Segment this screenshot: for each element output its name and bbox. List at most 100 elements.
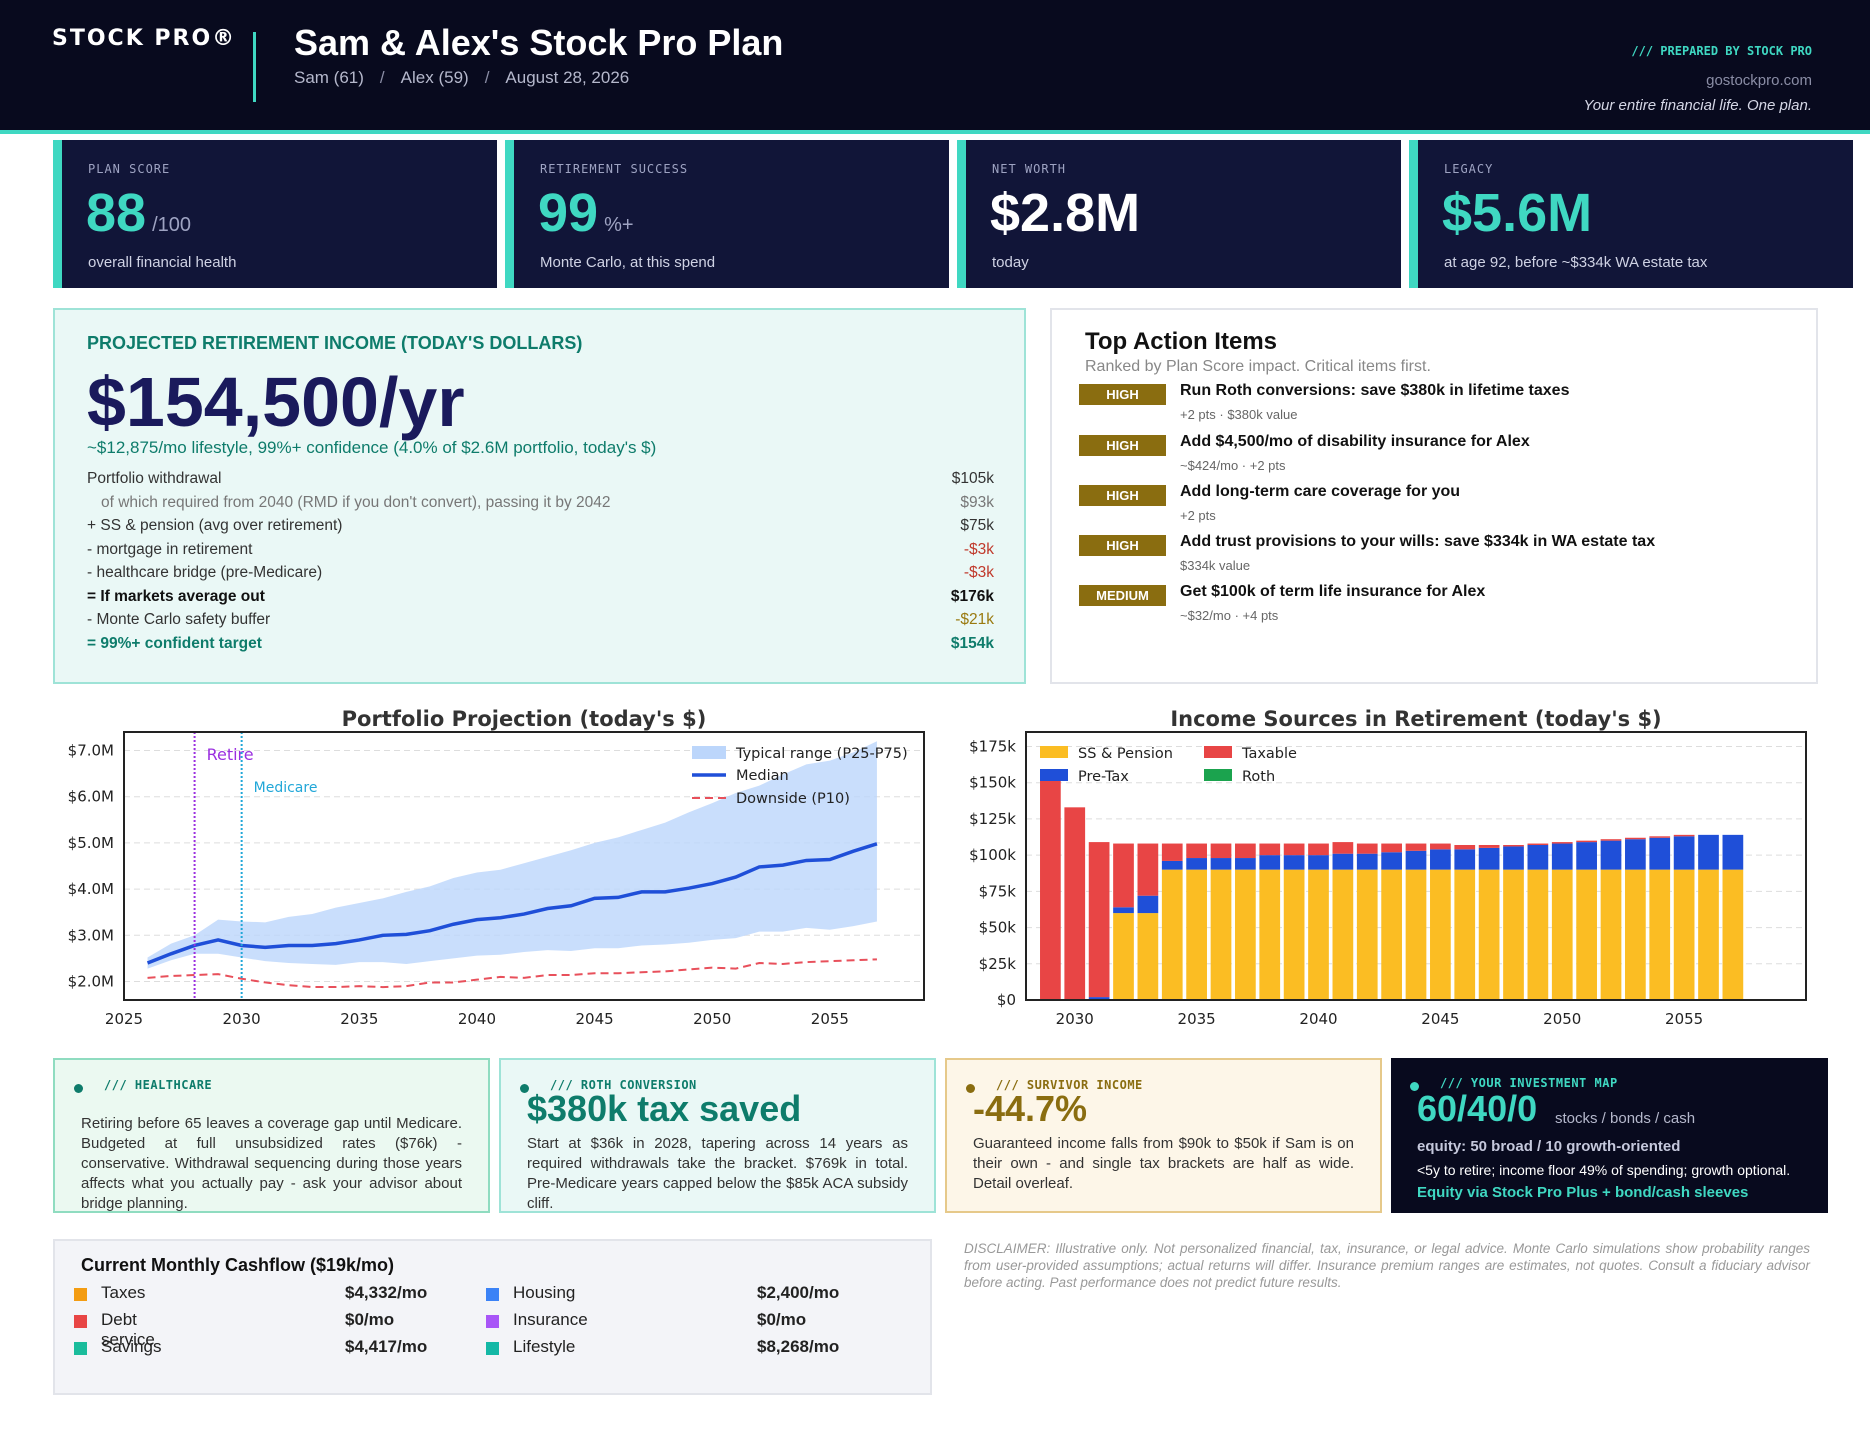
row-value: -$3k [963,540,994,558]
color-swatch [486,1315,499,1328]
kpi-label: PLAN SCORE [88,162,171,176]
website-link[interactable]: gostockpro.com [1706,72,1812,89]
item-name: Housing [513,1283,576,1302]
income-headline: $154,500/yr [87,363,465,441]
bar-segment [1649,836,1671,838]
plan-title: Sam & Alex's Stock Pro Plan [294,22,784,63]
bar-segment [1503,846,1524,870]
kpi-value: $2.8M [990,182,1140,244]
color-swatch [74,1315,87,1328]
bar-segment [1576,840,1597,843]
plan-date: August 28, 2026 [505,68,630,87]
bar-segment [1137,913,1159,1000]
bar-segment [1235,858,1256,870]
action-item[interactable]: HIGH Add trust provisions to your wills:… [1079,533,1799,581]
bar-segment [1649,869,1671,1000]
bar-segment [1551,842,1573,844]
x-tick-label: 2030 [223,1010,261,1028]
priority-badge: MEDIUM [1079,585,1166,606]
bar-segment [1478,847,1500,870]
survivor-income-tile: /// SURVIVOR INCOME -44.7% Guaranteed in… [945,1058,1382,1213]
item-name: Taxes [101,1283,146,1302]
item-value: $8,268/mo [757,1337,840,1356]
bar-segment [1405,843,1427,851]
actions-title: Top Action Items [1085,328,1277,355]
bar-segment [1576,842,1597,870]
legend-swatch [1040,769,1068,781]
x-tick-label: 2035 [340,1010,378,1028]
bar-segment [1600,840,1622,870]
bar-segment [1673,834,1695,837]
row-label: = 99%+ confident target [87,634,262,652]
bar-segment [1283,843,1305,856]
action-item[interactable]: HIGH Add long-term care coverage for you… [1079,483,1799,531]
x-tick-label: 2040 [458,1010,496,1028]
kpi-unit: %+ [604,214,634,236]
monthly-cashflow-panel: Current Monthly Cashflow ($19k/mo) Taxes… [53,1239,932,1395]
bar-segment [1503,869,1524,1000]
bar-segment [1113,913,1134,1000]
header-divider [253,32,256,102]
priority-badge: HIGH [1079,535,1166,556]
kpi-number: 99 [538,183,599,243]
bar-segment [1430,869,1451,1000]
bar-segment [1186,843,1207,859]
y-tick-label: $175k [969,737,1016,755]
bar-segment [1405,850,1427,870]
color-swatch [74,1288,87,1301]
bar-segment [1454,849,1476,870]
person-1: Sam (61) [294,68,364,87]
x-tick-label: 2055 [1665,1010,1703,1028]
action-item[interactable]: MEDIUM Get $100k of term life insurance … [1079,583,1799,631]
bar-segment [1161,860,1183,870]
row-value: -$3k [963,564,994,581]
row-value: $154k [950,634,994,652]
y-tick-label: $6.0M [68,788,114,806]
tile-headline: -44.7% [973,1088,1088,1129]
tile-body: Retiring before 65 leaves a coverage gap… [81,1115,462,1212]
tile-body: Guaranteed income falls from $90k to $50… [973,1135,1354,1192]
item-value: $4,417/mo [345,1337,428,1356]
bar-segment [1332,853,1354,870]
allocation-rationale: <5y to retire; income floor 49% of spend… [1417,1162,1791,1178]
y-tick-label: $100k [969,846,1016,864]
action-detail: +2 pts · $380k value [1180,407,1298,422]
report-header: STOCK PRO® Sam & Alex's Stock Pro Plan S… [0,0,1870,134]
bar-segment [1088,842,1110,998]
kpi-number: $5.6M [1442,183,1593,243]
kpi-description: today [992,254,1029,271]
tile-label: /// ROTH CONVERSION [550,1078,697,1092]
portfolio-projection-chart: Portfolio Projection (today's $) $2.0M $3.… [68,707,925,1028]
bar-segment [1137,843,1159,896]
legend-label: Roth [1242,769,1275,785]
bar-segment [1308,843,1329,856]
y-tick-label: $0 [997,991,1016,1009]
bullet-icon [74,1084,83,1093]
bar-segment [1137,895,1159,914]
bar-segment [1210,843,1232,859]
subtitle-separator: / [379,68,385,87]
bar-segment [1551,869,1573,1000]
action-title: Run Roth conversions: save $380k in life… [1180,382,1570,399]
legend-label: Typical range (P25-P75) [735,746,908,762]
item-value: $4,332/mo [345,1283,428,1302]
row-value: -$21k [955,611,994,628]
legend-label: SS & Pension [1078,746,1173,762]
investment-map-tile: /// YOUR INVESTMENT MAP 60/40/0 stocks /… [1391,1058,1828,1213]
row-label: - healthcare bridge (pre-Medicare) [87,564,323,581]
bar-segment [1454,869,1476,1000]
action-item[interactable]: HIGH Run Roth conversions: save $380k in… [1079,382,1799,430]
legend-label: Taxable [1241,746,1297,762]
bar-segment [1332,869,1354,1000]
bar-segment [1722,869,1744,1000]
legend-swatch [1204,769,1232,781]
bar-segment [1259,843,1281,856]
action-item[interactable]: HIGH Add $4,500/mo of disability insuran… [1079,433,1799,481]
action-title: Add $4,500/mo of disability insurance fo… [1180,433,1530,450]
cashflow-title: Current Monthly Cashflow ($19k/mo) [81,1255,395,1275]
x-tick-label: 2035 [1178,1010,1216,1028]
legend-swatch [1204,746,1232,758]
action-title: Add trust provisions to your wills: save… [1180,533,1656,550]
tagline: Your entire financial life. One plan. [1583,97,1812,114]
bar-segment [1113,843,1134,908]
